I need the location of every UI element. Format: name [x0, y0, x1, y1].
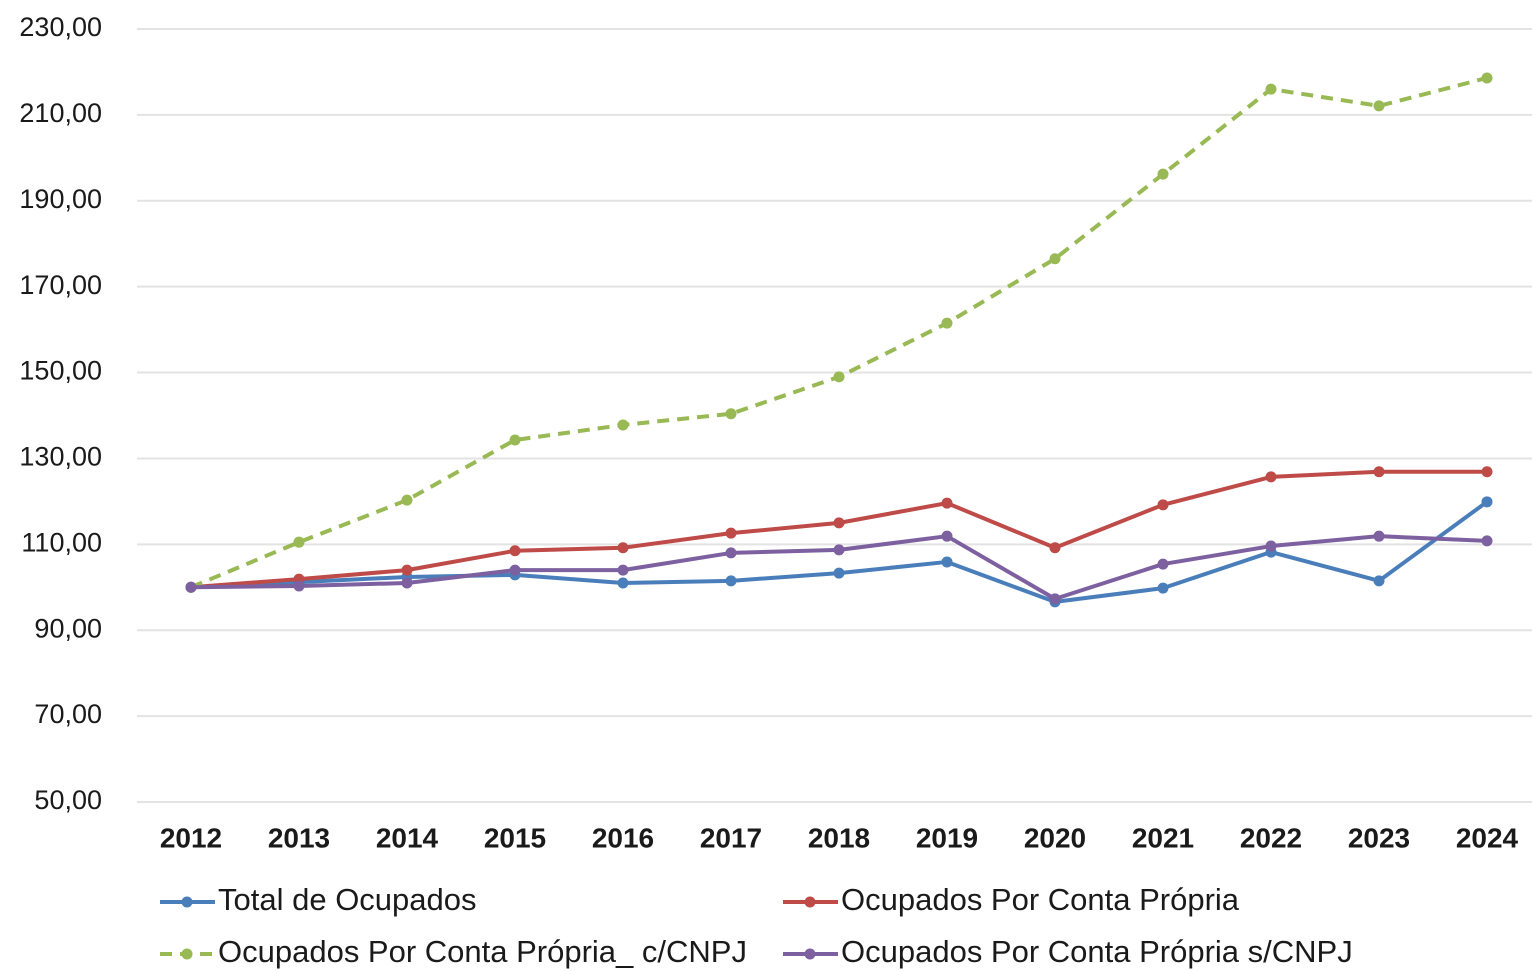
data-point — [1265, 540, 1277, 552]
x-tick-label: 2017 — [700, 822, 762, 853]
data-point — [617, 577, 629, 589]
data-point — [941, 530, 953, 542]
data-point — [617, 419, 629, 431]
y-tick-label: 210,00 — [19, 98, 102, 128]
data-point — [1373, 575, 1385, 587]
data-point — [1157, 499, 1169, 511]
data-point — [1481, 466, 1493, 478]
y-tick-label: 230,00 — [19, 12, 102, 42]
data-point — [1373, 530, 1385, 542]
legend-marker — [804, 948, 816, 960]
data-point — [1049, 253, 1061, 265]
data-point — [833, 567, 845, 579]
x-tick-label: 2014 — [376, 822, 439, 853]
data-point — [185, 581, 197, 593]
data-point — [1481, 72, 1493, 84]
data-point — [1157, 582, 1169, 594]
x-tick-label: 2016 — [592, 822, 654, 853]
data-point — [509, 564, 521, 576]
x-tick-label: 2020 — [1024, 822, 1086, 853]
data-point — [509, 545, 521, 557]
data-point — [725, 527, 737, 539]
data-point — [1373, 100, 1385, 112]
data-point — [1481, 496, 1493, 508]
data-point — [833, 517, 845, 529]
x-tick-label: 2024 — [1456, 822, 1519, 853]
series-line — [190, 76, 1488, 590]
data-point — [401, 494, 413, 506]
y-tick-label: 70,00 — [34, 699, 102, 729]
data-point — [293, 580, 305, 592]
x-tick-label: 2013 — [268, 822, 330, 853]
legend-marker — [181, 948, 193, 960]
x-tick-label: 2021 — [1132, 822, 1194, 853]
x-tick-label: 2023 — [1348, 822, 1410, 853]
data-point — [401, 577, 413, 589]
data-point — [1265, 471, 1277, 483]
data-point — [725, 408, 737, 420]
data-point — [1373, 466, 1385, 478]
data-point — [1481, 535, 1493, 547]
legend-label: Total de Ocupados — [218, 882, 477, 917]
x-tick-label: 2019 — [916, 822, 978, 853]
legend-marker — [181, 896, 193, 908]
x-tick-label: 2018 — [808, 822, 870, 853]
x-tick-label: 2022 — [1240, 822, 1302, 853]
y-tick-label: 90,00 — [34, 613, 102, 643]
data-point — [833, 371, 845, 383]
data-point — [509, 434, 521, 446]
data-point — [941, 556, 953, 568]
data-point — [1265, 83, 1277, 95]
data-point — [725, 575, 737, 587]
x-tick-label: 2015 — [484, 822, 546, 853]
data-point — [1049, 542, 1061, 554]
data-point — [617, 564, 629, 576]
y-tick-label: 150,00 — [19, 356, 102, 386]
data-point — [725, 547, 737, 559]
y-tick-label: 190,00 — [19, 184, 102, 214]
legend-label: Ocupados Por Conta Própria s/CNPJ — [841, 934, 1353, 969]
data-point — [293, 536, 305, 548]
data-point — [617, 542, 629, 554]
data-point — [941, 497, 953, 509]
legend-label: Ocupados Por Conta Própria_ c/CNPJ — [218, 934, 747, 969]
data-point — [1157, 168, 1169, 180]
data-point — [833, 544, 845, 556]
data-point — [401, 564, 413, 576]
data-point — [1157, 558, 1169, 570]
data-point — [941, 317, 953, 329]
y-tick-label: 130,00 — [19, 442, 102, 472]
y-tick-label: 170,00 — [19, 270, 102, 300]
data-point — [1049, 593, 1061, 605]
legend-marker — [804, 896, 816, 908]
x-tick-label: 2012 — [160, 822, 222, 853]
legend-label: Ocupados Por Conta Própria — [841, 882, 1240, 917]
y-tick-label: 50,00 — [34, 785, 102, 815]
y-tick-label: 110,00 — [21, 527, 102, 557]
